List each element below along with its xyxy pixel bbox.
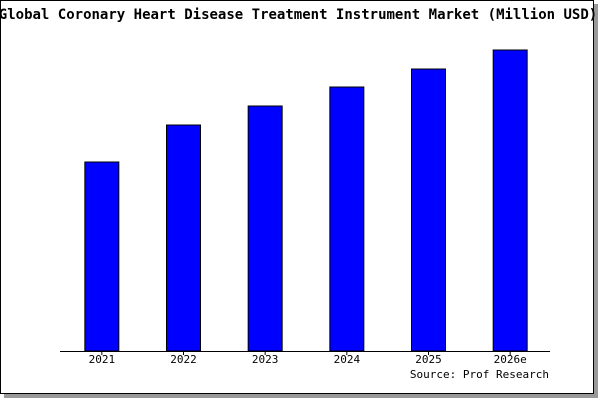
x-tick-label: 2022 (170, 353, 197, 366)
chart-title: Global Coronary Heart Disease Treatment … (0, 7, 597, 23)
bar (329, 86, 365, 352)
bar (84, 161, 120, 352)
plot-area (60, 50, 550, 351)
x-tick-label: 2025 (415, 353, 442, 366)
x-tick-label: 2021 (89, 353, 116, 366)
bar (247, 105, 283, 352)
bar (411, 68, 446, 352)
bar (166, 124, 201, 352)
x-tick-label: 2023 (252, 353, 279, 366)
bar (492, 49, 528, 352)
x-tick-label: 2024 (334, 353, 361, 366)
source-note: Source: Prof Research (410, 368, 549, 381)
x-tick-label: 2026e (494, 353, 527, 366)
